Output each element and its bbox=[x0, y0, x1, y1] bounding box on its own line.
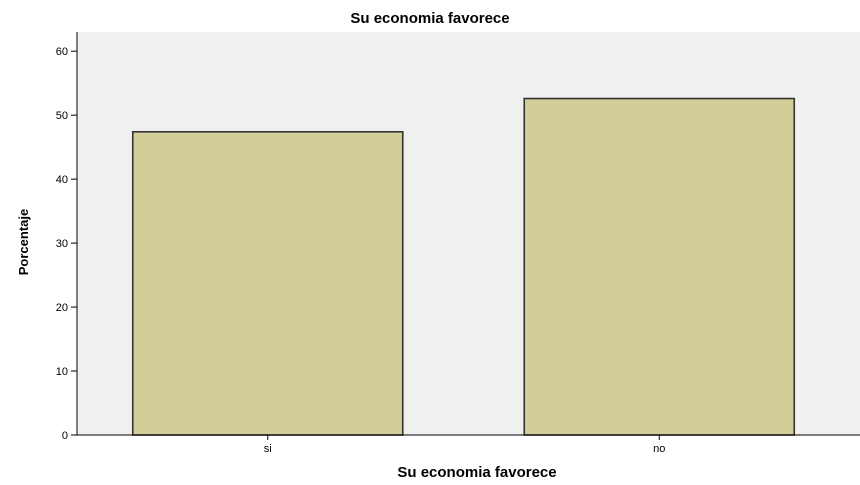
x-tick-label-no: no bbox=[653, 443, 665, 455]
y-tick-label-30: 30 bbox=[56, 238, 68, 250]
bar-no bbox=[523, 97, 796, 436]
y-tick-label-50: 50 bbox=[56, 110, 68, 122]
x-axis-title: Su economia favorece bbox=[397, 464, 556, 480]
y-tick-label-20: 20 bbox=[56, 302, 68, 314]
y-tick-label-10: 10 bbox=[56, 366, 68, 378]
y-tick-label-60: 60 bbox=[56, 46, 68, 58]
x-tick-label-si: si bbox=[264, 443, 272, 455]
chart-title: Su economia favorece bbox=[350, 10, 509, 27]
bar-si bbox=[131, 130, 404, 436]
y-axis-title: Porcentaje bbox=[16, 209, 31, 275]
y-tick-label-0: 0 bbox=[62, 430, 68, 442]
y-tick-label-40: 40 bbox=[56, 174, 68, 186]
